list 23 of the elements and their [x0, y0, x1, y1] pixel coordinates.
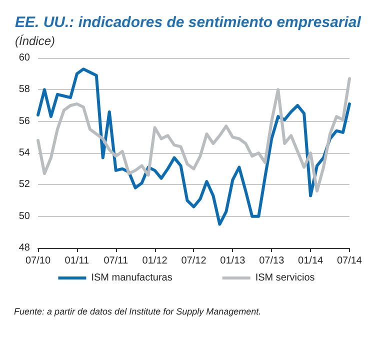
y-tick-label: 60	[18, 52, 30, 64]
line-series	[36, 68, 351, 226]
chart-subtitle: (Índice)	[15, 34, 56, 48]
y-tick-label: 52	[18, 179, 30, 190]
y-tick-label: 48	[18, 242, 30, 254]
x-tick-label: 07/10	[25, 256, 51, 266]
x-tick-label: 07/13	[259, 256, 285, 266]
y-tick-label: 58	[18, 84, 30, 96]
line-series	[36, 77, 351, 192]
x-tick-label: 01/11	[64, 256, 90, 266]
y-tick-label: 54	[18, 148, 30, 158]
source-note: Fuente: a partir de datos del Institute for Supply Management.	[14, 306, 262, 316]
x-tick-label: 01/14	[298, 256, 324, 266]
x-tick-label: 07/11	[104, 256, 128, 266]
x-tick-label: 07/12	[181, 256, 207, 266]
chart-title: EE. UU.: indicadores de sentimiento empresarial	[15, 14, 362, 31]
x-tick-label: 07/14	[336, 256, 362, 266]
x-tick-label: 01/12	[142, 256, 168, 266]
x-tick-label: 01/13	[220, 256, 246, 266]
y-tick-label: 50	[18, 210, 30, 222]
y-tick-label: 56	[18, 116, 30, 127]
legend-label: ISM servicios	[255, 272, 315, 284]
legend-label: ISM manufacturas	[91, 272, 172, 284]
